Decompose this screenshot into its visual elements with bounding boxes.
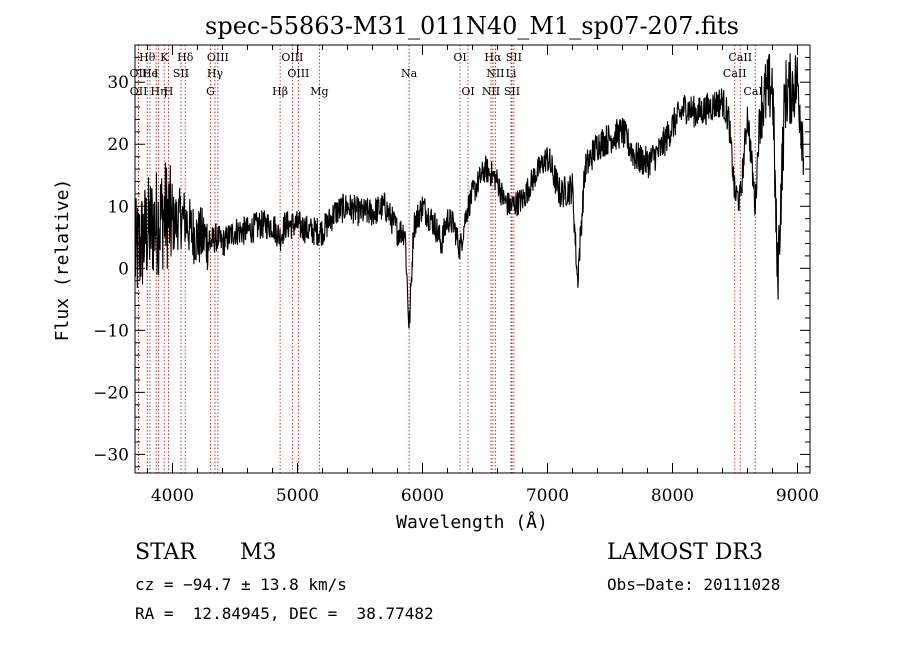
y-tick-label: −10 (93, 321, 129, 341)
line-marker-label: I (154, 67, 158, 80)
line-marker-label: H (164, 85, 174, 98)
x-tick-label: 4000 (151, 486, 194, 506)
line-marker-label: OI (453, 51, 466, 64)
line-marker-label: Hγ (207, 67, 224, 80)
line-marker-label: OII (130, 85, 148, 98)
line-marker-label: SII (506, 51, 522, 64)
x-tick-label: 7000 (526, 486, 569, 506)
y-tick-label: −30 (93, 445, 129, 465)
line-markers: Hθ K Hδ OIII OIII OI Hα SII CaII OII HeI SII Hγ OIII N… (130, 45, 767, 473)
survey-name: LAMOST DR3 (607, 540, 763, 565)
redshift-velocity: cz = −94.7 ± 13.8 km/s (135, 575, 347, 594)
observation-date: Obs−Date: 20111028 (607, 575, 781, 594)
sky-coordinates: RA = 12.84945, DEC = 38.77482 (135, 604, 434, 623)
line-marker-label: OIII (281, 51, 303, 64)
line-marker-label: OI (461, 85, 474, 98)
y-tick-label: 0 (118, 259, 129, 279)
y-axis-ticks: −30 −20 −10 0 10 20 30 (93, 44, 810, 468)
line-marker-label: Hδ (177, 51, 194, 64)
line-marker-label: SII (504, 85, 520, 98)
line-marker-label: K (160, 51, 169, 64)
chart-title: spec-55863-M31_011N40_M1_sp07-207.fits (205, 12, 739, 40)
line-marker-label: Hη (151, 85, 167, 98)
spectrum-line (134, 53, 805, 329)
x-tick-label: 6000 (401, 486, 444, 506)
x-tick-label: 8000 (651, 486, 694, 506)
line-marker-label: Li (506, 67, 517, 80)
x-tick-label: 9000 (776, 486, 819, 506)
line-marker-label: OIII (207, 51, 229, 64)
line-marker-label: Na (401, 67, 418, 80)
line-marker-label: G (206, 85, 215, 98)
x-axis-ticks: 4000 5000 6000 7000 8000 9000 (147, 45, 819, 506)
line-marker-label: CaII (728, 51, 752, 64)
line-marker-label: Hβ (272, 85, 288, 98)
object-class: STAR (135, 540, 196, 565)
line-marker-label: Hα (484, 51, 502, 64)
line-marker-label: NII (486, 67, 504, 80)
x-axis-label: Wavelength (Å) (396, 511, 548, 533)
y-tick-label: −20 (93, 383, 129, 403)
line-marker-label: NII (482, 85, 500, 98)
x-tick-label: 5000 (276, 486, 319, 506)
line-marker-label: He (142, 67, 158, 80)
line-marker-label: OIII (287, 67, 309, 80)
y-tick-label: 10 (107, 197, 129, 217)
line-marker-label: Mg (310, 85, 328, 98)
line-marker-label: CaII (723, 67, 747, 80)
line-marker-label: Hθ (139, 51, 156, 64)
line-marker-label: SII (173, 67, 189, 80)
y-axis-label: Flux (relative) (52, 179, 73, 342)
y-tick-label: 30 (107, 73, 129, 93)
object-subclass: M3 (240, 540, 277, 565)
y-tick-label: 20 (107, 135, 129, 155)
